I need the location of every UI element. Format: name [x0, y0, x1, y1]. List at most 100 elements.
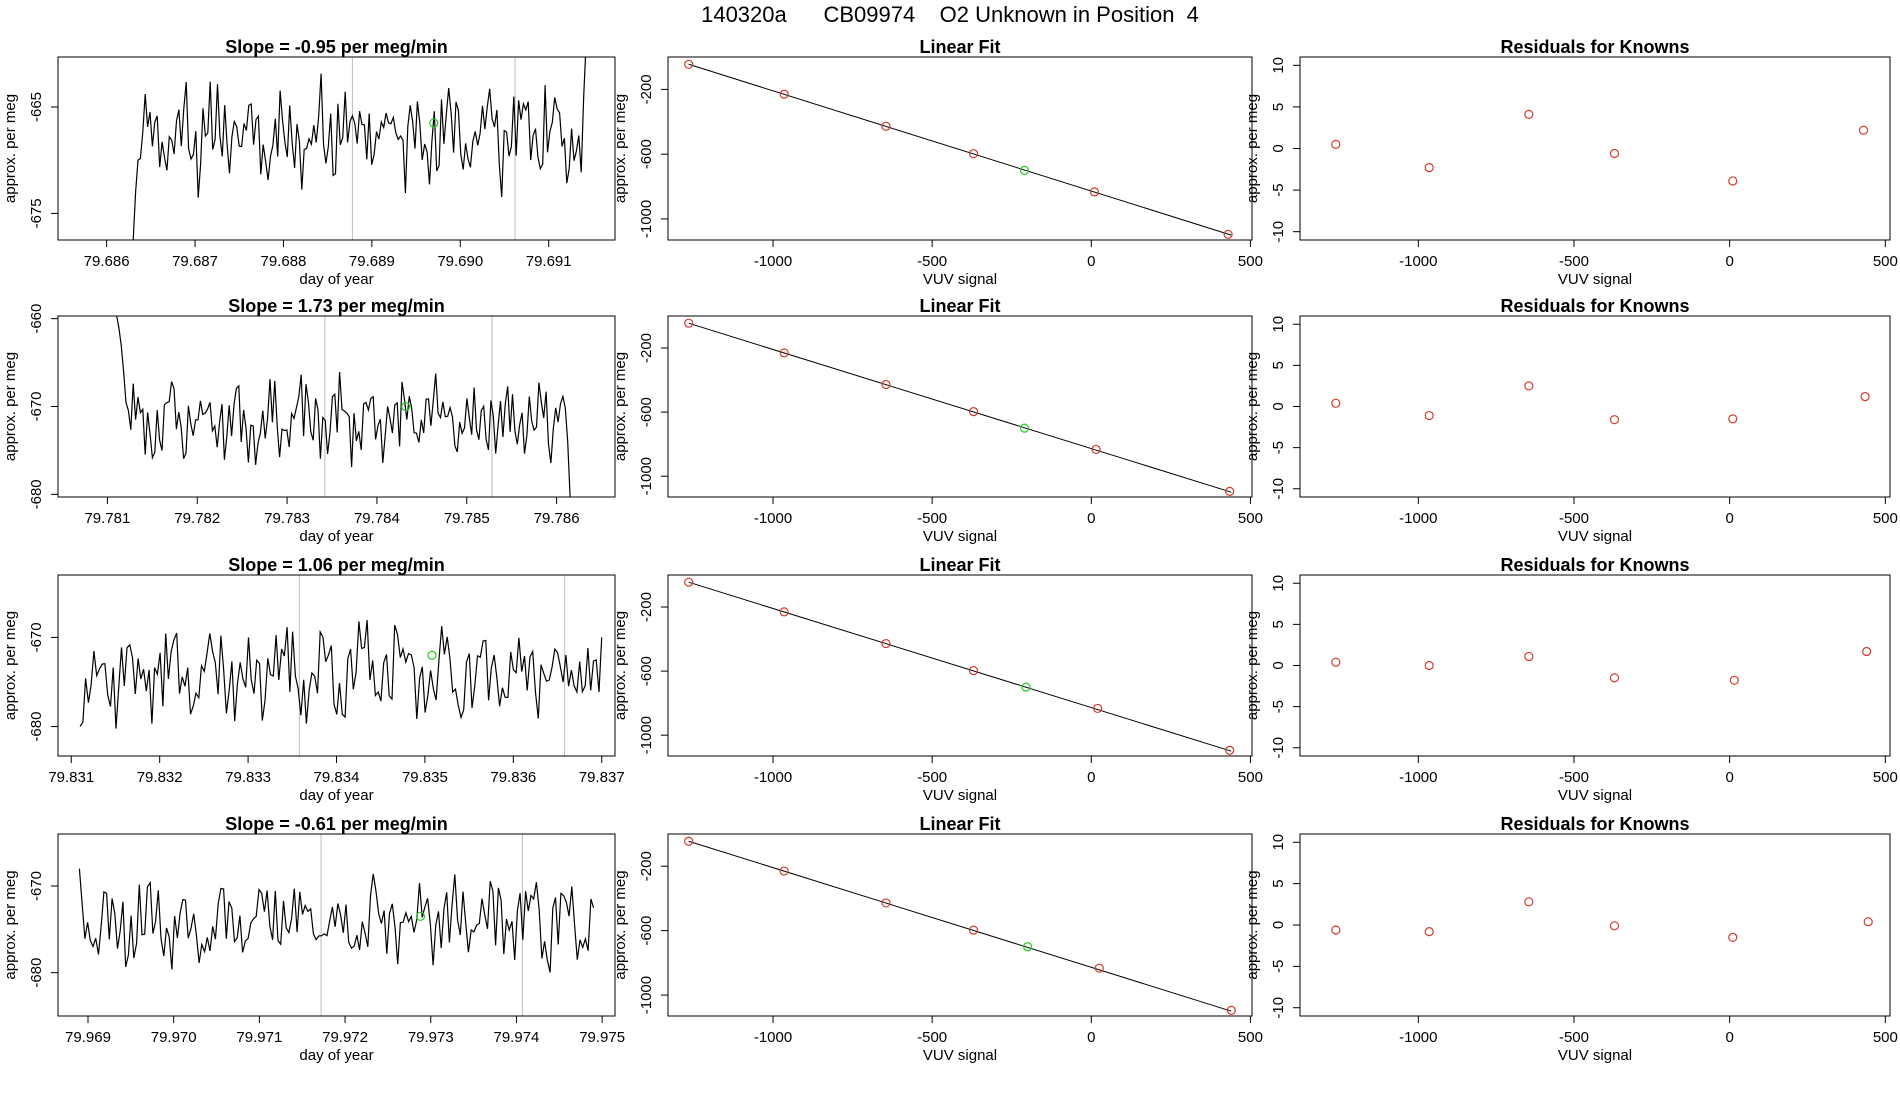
x-tick-label: 79.784 — [354, 510, 400, 527]
y-tick-label: 5 — [1270, 620, 1287, 628]
residual-point — [1863, 917, 1873, 927]
y-axis-label: approx. per meg — [2, 352, 19, 461]
plot-area — [1331, 646, 1872, 685]
x-tick-label: -500 — [917, 253, 947, 270]
known-point — [779, 866, 789, 876]
y-tick-label: -670 — [28, 391, 45, 421]
panel-frame — [667, 574, 1253, 757]
y-axis-label: approx. per meg — [612, 352, 629, 461]
plot-area — [116, 316, 571, 497]
residual-point — [1331, 925, 1341, 935]
known-point — [881, 379, 891, 390]
x-tick-label: 79.974 — [494, 1029, 540, 1046]
x-tick-label: -1000 — [1399, 510, 1437, 527]
y-tick-label: -1000 — [638, 716, 655, 754]
y-tick-label: -200 — [638, 74, 655, 104]
residual-point — [1331, 139, 1341, 149]
panel-title: Residuals for Knowns — [1500, 555, 1689, 575]
residual-point — [1331, 398, 1341, 408]
y-tick-label: -675 — [28, 198, 45, 228]
plot-area — [78, 834, 595, 1016]
residual-point — [1424, 410, 1434, 421]
x-axis-label: VUV signal — [923, 1047, 997, 1064]
x-tick-label: -500 — [917, 769, 947, 786]
panel-title: Linear Fit — [919, 814, 1000, 834]
x-tick-label: 79.970 — [151, 1029, 197, 1046]
x-tick-label: 79.782 — [174, 510, 220, 527]
y-tick-label: 0 — [1270, 144, 1287, 152]
unknown-point — [427, 650, 437, 660]
residual-point — [1860, 392, 1870, 402]
run-id: 140320a — [701, 2, 787, 27]
y-tick-label: -10 — [1270, 997, 1287, 1019]
plot-area — [684, 59, 1233, 239]
panel-residuals-3: Residuals for Knowns -1000 -500 0 500 VUV sig… — [1244, 555, 1898, 804]
known-point — [1094, 963, 1104, 973]
y-tick-label: -200 — [638, 851, 655, 881]
panel-residuals-2: Residuals for Knowns -1000 -500 0 500 VUV sig… — [1244, 296, 1898, 545]
x-axis-label: day of year — [299, 271, 373, 288]
panel-title: Linear Fit — [919, 37, 1000, 57]
plot-area — [1331, 109, 1869, 186]
x-tick-label: 0 — [1087, 510, 1095, 527]
x-tick-label: 79.688 — [261, 253, 307, 270]
known-point — [684, 577, 694, 587]
residual-point — [1858, 125, 1869, 135]
y-tick-label: -660 — [28, 304, 45, 334]
y-tick-label: 10 — [1270, 575, 1287, 592]
panel-title: Slope = -0.61 per meg/min — [225, 814, 448, 834]
y-tick-label: -600 — [638, 139, 655, 169]
known-point — [779, 348, 789, 358]
residual-point — [1862, 646, 1872, 657]
panel-residuals-4: Residuals for Knowns -1000 -500 0 500 VUV sig… — [1244, 814, 1898, 1064]
unknown-point — [1019, 423, 1030, 433]
x-tick-label: -1000 — [1399, 1029, 1437, 1046]
y-tick-label: 5 — [1270, 103, 1287, 111]
panel-title: Slope = 1.73 per meg/min — [228, 296, 445, 316]
fit-line — [688, 322, 1232, 493]
x-tick-label: 79.691 — [526, 253, 572, 270]
x-tick-label: 500 — [1238, 253, 1263, 270]
y-axis-label: approx. per meg — [2, 611, 19, 720]
x-axis-label: VUV signal — [1558, 271, 1632, 288]
known-point — [968, 925, 979, 935]
panel-fit-1: Linear Fit -1000 -500 0 500 VUV signal -200 -60… — [612, 37, 1263, 288]
panel-fit-4: Linear Fit -1000 -500 0 500 VUV signal -200 -60… — [612, 814, 1263, 1064]
known-point — [684, 59, 694, 69]
x-tick-label: 79.781 — [84, 510, 130, 527]
panel-frame — [1299, 574, 1891, 757]
x-axis-label: VUV signal — [923, 787, 997, 804]
known-point — [1089, 187, 1100, 197]
known-point — [1226, 1005, 1236, 1015]
residual-point — [1424, 660, 1434, 671]
x-tick-label: 79.783 — [264, 510, 310, 527]
y-tick-label: -10 — [1270, 221, 1287, 243]
x-tick-label: 500 — [1238, 769, 1263, 786]
panel-timeseries-3: Slope = 1.06 per meg/min 79.831 79.832 79.8… — [2, 555, 625, 804]
known-point — [1093, 703, 1103, 714]
panel-frame — [1299, 56, 1891, 241]
x-tick-label: 79.835 — [402, 769, 448, 786]
panel-frame — [57, 833, 616, 1017]
y-tick-label: -200 — [638, 592, 655, 622]
panel-frame — [57, 574, 616, 757]
x-axis-label: day of year — [299, 787, 373, 804]
x-tick-label: 500 — [1873, 510, 1898, 527]
panel-timeseries-4: Slope = -0.61 per meg/min 79.969 79.970 79.… — [2, 814, 625, 1064]
y-tick-label: -680 — [28, 958, 45, 988]
x-tick-label: -500 — [1559, 769, 1589, 786]
x-tick-label: 79.832 — [137, 769, 183, 786]
residual-point — [1609, 148, 1620, 159]
y-tick-label: -600 — [638, 916, 655, 946]
cylinder-id: CB09974 — [823, 2, 916, 27]
residual-point — [1609, 415, 1620, 425]
panel-frame — [1299, 833, 1891, 1017]
residual-point — [1424, 163, 1434, 173]
panel-frame — [667, 315, 1253, 498]
y-tick-label: -200 — [638, 333, 655, 363]
x-tick-label: -500 — [1559, 510, 1589, 527]
known-point — [968, 666, 979, 676]
o2-trace-line — [78, 868, 595, 973]
y-tick-label: -5 — [1270, 960, 1287, 973]
known-point — [1225, 486, 1235, 496]
